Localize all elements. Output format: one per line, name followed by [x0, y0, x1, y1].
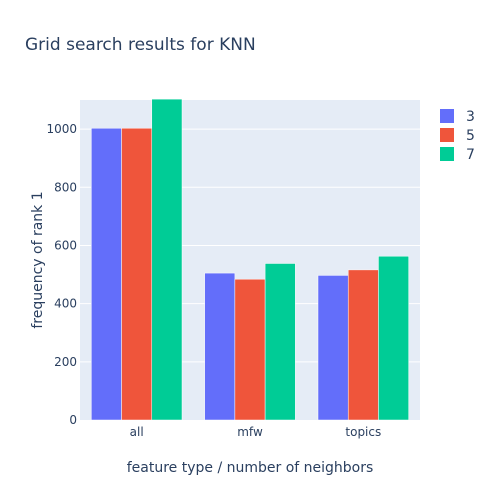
bar-topics-5[interactable]: [348, 270, 378, 420]
y-tick-label: 600: [54, 238, 77, 252]
legend-swatch: [440, 109, 454, 123]
bar-mfw-3[interactable]: [205, 273, 235, 420]
y-tick-label: 800: [54, 180, 77, 194]
y-tick-label: 200: [54, 355, 77, 369]
x-tick-label-mfw: mfw: [237, 425, 263, 439]
legend-label: 5: [466, 128, 475, 144]
chart-title: Grid search results for KNN: [25, 35, 256, 55]
bar-all-5[interactable]: [122, 128, 152, 420]
bar-mfw-7[interactable]: [265, 263, 295, 420]
bar-mfw-5[interactable]: [235, 279, 265, 420]
legend-swatch: [440, 147, 454, 161]
bar-all-7[interactable]: [152, 99, 182, 420]
bar-topics-3[interactable]: [318, 275, 348, 420]
legend-label: 7: [466, 147, 475, 163]
y-tick-label: 400: [54, 297, 77, 311]
y-tick-label: 0: [69, 413, 77, 427]
y-tick-label: 1000: [46, 122, 77, 136]
y-axis-title: frequency of rank 1: [30, 191, 46, 328]
x-tick-label-topics: topics: [345, 425, 381, 439]
x-axis-title: feature type / number of neighbors: [127, 460, 374, 476]
legend-swatch: [440, 128, 454, 142]
x-tick-label-all: all: [130, 425, 144, 439]
bar-all-3[interactable]: [91, 128, 121, 420]
legend-label: 3: [466, 109, 475, 125]
bar-topics-7[interactable]: [378, 256, 408, 420]
